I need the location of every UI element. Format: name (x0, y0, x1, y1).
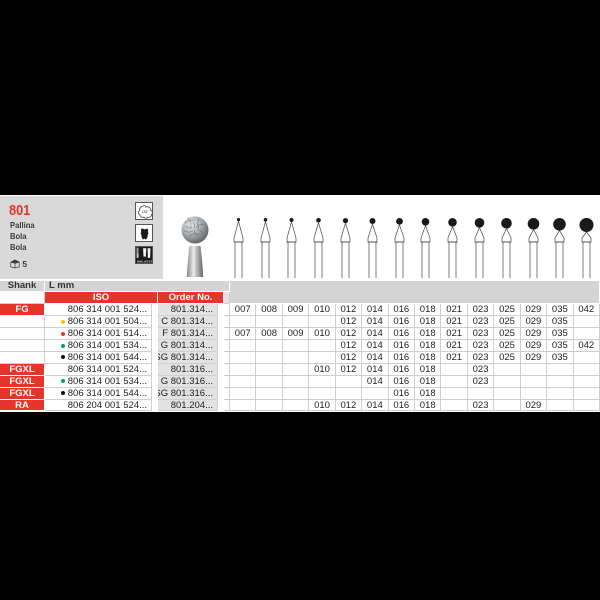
svg-text:135°: 135° (141, 210, 149, 214)
svg-text:MAILLEFER: MAILLEFER (137, 260, 153, 264)
